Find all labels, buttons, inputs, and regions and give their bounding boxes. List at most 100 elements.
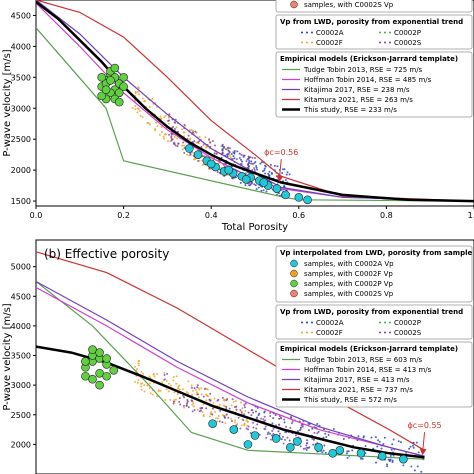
lwd-point [267, 431, 270, 434]
legend-title: Empirical models (Erickson-Jarrard templ… [280, 345, 458, 353]
sample-point [101, 85, 111, 94]
lwd-point [264, 425, 267, 428]
sample-point [224, 165, 234, 175]
lwd-point [243, 403, 246, 406]
lwd-point [255, 417, 258, 420]
lwd-point [191, 389, 194, 392]
lwd-point [134, 365, 137, 368]
lwd-point [376, 445, 379, 448]
lwd-point [183, 123, 186, 126]
lwd-point [357, 435, 360, 438]
y-tick-label: 2500 [11, 135, 31, 144]
x-tick-label: 0.4 [205, 211, 218, 220]
lwd-point [134, 108, 137, 111]
lwd-point [263, 411, 266, 414]
lwd-point [264, 419, 267, 422]
lwd-point [167, 120, 170, 123]
lwd-point [204, 136, 207, 139]
legend-marker [311, 31, 313, 34]
lwd-point [137, 379, 140, 382]
lwd-point [374, 436, 377, 439]
lwd-point [197, 141, 200, 144]
legend-marker [384, 31, 386, 34]
lwd-point [281, 435, 284, 438]
legend-entry: Hoffman Tobin 2014, RSE = 485 m/s [304, 76, 432, 84]
lwd-point [269, 415, 272, 418]
lwd-point [232, 151, 235, 154]
lwd-point [203, 155, 206, 158]
lwd-point [183, 151, 186, 154]
lwd-point [229, 156, 232, 159]
lwd-point [140, 385, 143, 388]
lwd-point [391, 461, 394, 464]
y-axis-label: P-wave velocity [m/s] [2, 49, 13, 156]
lwd-point [231, 398, 234, 401]
lwd-point [240, 424, 243, 427]
lwd-point [200, 145, 203, 148]
lwd-point [211, 139, 214, 142]
lwd-point [170, 384, 173, 387]
y-tick-label: 5000 [11, 263, 31, 272]
lwd-point [230, 419, 233, 422]
model-line [36, 281, 425, 460]
lwd-point [284, 438, 287, 441]
lwd-point [247, 164, 250, 167]
lwd-point [173, 399, 176, 402]
lwd-point [173, 391, 176, 394]
lwd-point [227, 416, 230, 419]
lwd-point [233, 157, 236, 160]
lwd-point [252, 421, 255, 424]
lwd-point [342, 438, 345, 441]
lwd-point [265, 436, 268, 439]
lwd-point [138, 93, 141, 96]
lwd-point [205, 393, 208, 396]
lwd-point [299, 426, 302, 429]
legend-title: Empirical models (Erickson-Jarrard templ… [280, 55, 458, 63]
lwd-point [192, 131, 195, 134]
legend-entry: samples, with C0002S Vp [304, 1, 394, 9]
lwd-point [191, 393, 194, 396]
lwd-point [211, 407, 214, 410]
legend-entry: Kitajima 2017, RSE = 413 m/s [304, 376, 410, 384]
lwd-point [166, 140, 169, 143]
lwd-point [247, 428, 250, 431]
legend-entry: C0002F [316, 39, 343, 47]
lwd-point [284, 178, 287, 181]
chart-panel-a: 1500 2000 2500 3000 3500 4000 4500 0.0 0.2 0.4 0.6… [2, 0, 474, 233]
lwd-point [253, 168, 256, 171]
lwd-point [182, 394, 185, 397]
legend-entry: Hoffman Tobin 2014, RSE = 413 m/s [304, 366, 432, 374]
lwd-point [298, 429, 301, 432]
legend: samples, with C0002S Vp Vp from LWD, poro… [275, 0, 473, 118]
lwd-point [277, 430, 280, 433]
lwd-point [312, 443, 315, 446]
lwd-point [262, 189, 265, 192]
lwd-point [230, 152, 233, 155]
legend-marker [379, 321, 381, 324]
lwd-point [264, 164, 267, 167]
y-tick-label: 4500 [11, 11, 31, 20]
lwd-point [233, 149, 236, 152]
lwd-point [219, 409, 222, 412]
lwd-point [196, 386, 199, 389]
lwd-point [390, 448, 393, 451]
lwd-point [313, 431, 316, 434]
lwd-point [324, 451, 327, 454]
lwd-point [138, 109, 141, 112]
lwd-point [260, 161, 263, 164]
lwd-point [409, 445, 412, 448]
model-line [36, 0, 474, 202]
legend-title: Vp from LWD, porosity from exponential t… [280, 18, 463, 26]
legend-marker [379, 331, 381, 334]
lwd-point [249, 432, 252, 435]
legend-entry: C0002F [316, 329, 343, 337]
lwd-point [251, 156, 254, 159]
lwd-point [183, 147, 186, 150]
sample-point [95, 348, 104, 357]
lwd-point [255, 427, 258, 430]
legend-title: Vp interpolated from LWD, porosity from … [280, 249, 472, 257]
lwd-point [347, 450, 350, 453]
legend-entry: samples, with C0002A Vp [304, 260, 394, 268]
legend-entry: This study, RSE = 233 m/s [303, 106, 397, 114]
lwd-point [263, 415, 266, 418]
